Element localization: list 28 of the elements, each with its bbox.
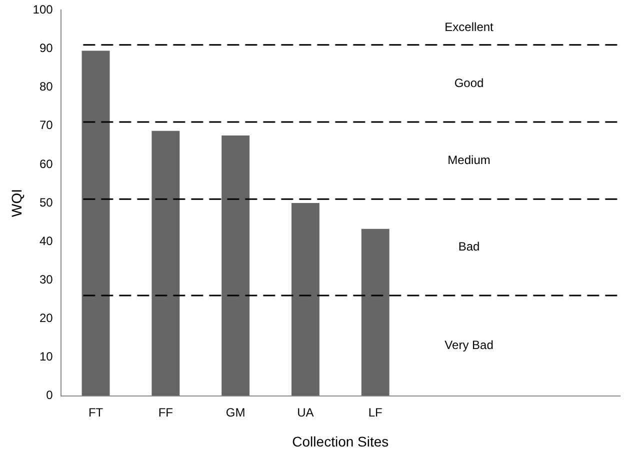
x-tick-label: GM xyxy=(226,405,246,420)
y-axis-title: WQI xyxy=(8,189,24,217)
annotation: Medium xyxy=(448,152,490,167)
x-tick-label: FT xyxy=(88,405,104,420)
y-tick-label: 60 xyxy=(39,156,54,171)
y-tick-label: 70 xyxy=(39,118,54,132)
x-tick-label: UA xyxy=(297,405,314,420)
y-tick-label: 100 xyxy=(32,2,54,17)
annotation: Bad xyxy=(458,240,480,254)
bar xyxy=(82,50,110,396)
y-tick-label: 40 xyxy=(39,234,54,248)
annotation: Good xyxy=(454,76,484,90)
x-tick-label: FF xyxy=(158,405,174,420)
y-tick-label: 90 xyxy=(39,41,54,56)
bar xyxy=(291,203,320,396)
annotation: Excellent xyxy=(444,20,494,34)
y-tick-label: 0 xyxy=(46,388,54,402)
annotation: Very Bad xyxy=(444,338,494,352)
bar xyxy=(152,130,180,396)
x-axis-title: Collection Sites xyxy=(292,433,389,450)
bar xyxy=(361,228,390,396)
y-tick-label: 50 xyxy=(39,195,54,210)
y-tick-label: 20 xyxy=(39,310,54,325)
x-tick-label: LF xyxy=(368,405,382,420)
bar xyxy=(222,136,250,396)
y-tick-label: 80 xyxy=(39,80,54,94)
y-tick-label: 10 xyxy=(39,350,54,364)
y-tick-label: 30 xyxy=(39,272,54,286)
